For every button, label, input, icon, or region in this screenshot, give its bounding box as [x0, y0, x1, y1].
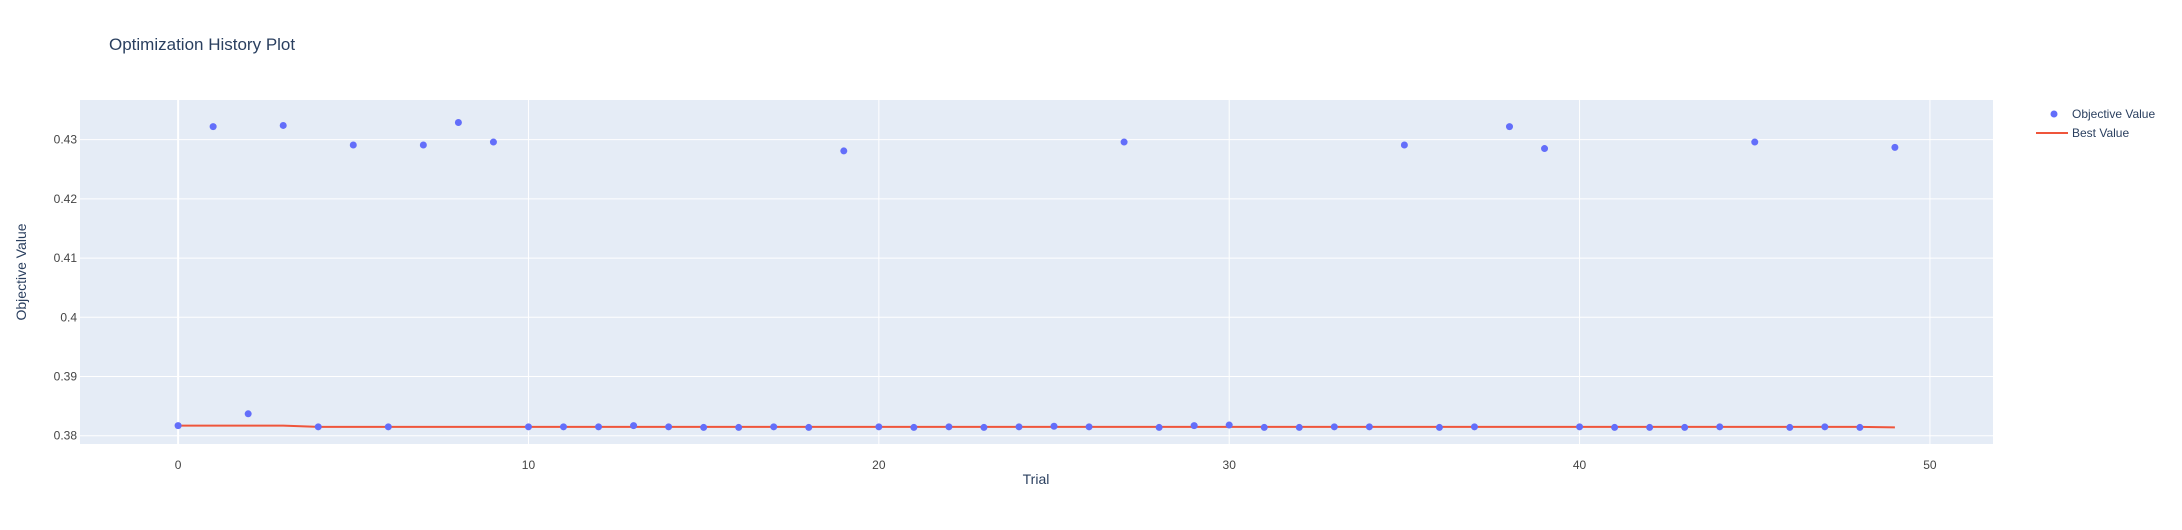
objective-value-point[interactable] [980, 423, 988, 431]
objective-value-point[interactable] [244, 410, 252, 418]
chart-title: Optimization History Plot [109, 35, 295, 54]
best-value-line[interactable] [178, 424, 1895, 429]
x-tick-labels: 0 10 20 30 40 50 [175, 458, 1937, 472]
x-tick-label: 30 [1223, 458, 1237, 472]
y-tick-label: 0.42 [54, 192, 78, 206]
y-tick-label: 0.39 [54, 370, 78, 384]
legend-item-objective-value[interactable]: Objective Value [2050, 107, 2156, 121]
objective-value-point[interactable] [560, 423, 568, 431]
plot-area[interactable] [80, 100, 1993, 444]
y-axis-title: Objective Value [13, 223, 29, 320]
objective-value-point[interactable] [630, 422, 638, 430]
legend-item-best-value[interactable]: Best Value [2036, 126, 2129, 140]
objective-value-point[interactable] [524, 423, 532, 431]
objective-value-point[interactable] [665, 423, 673, 431]
objective-value-point[interactable] [174, 422, 182, 430]
objective-value-point[interactable] [1295, 423, 1303, 431]
objective-value-point[interactable] [1576, 423, 1584, 431]
objective-value-point[interactable] [770, 423, 778, 431]
objective-value-point[interactable] [1611, 423, 1619, 431]
objective-value-point[interactable] [910, 423, 918, 431]
best-value-line-layer [178, 424, 1895, 429]
objective-value-point[interactable] [279, 121, 287, 129]
objective-value-point[interactable] [349, 141, 357, 149]
objective-value-point[interactable] [1470, 423, 1478, 431]
x-tick-label: 40 [1573, 458, 1587, 472]
objective-value-point[interactable] [1120, 138, 1128, 146]
legend-marker-objective-value [2050, 110, 2058, 118]
x-axis-title: Trial [1023, 471, 1050, 487]
objective-value-point[interactable] [1400, 141, 1408, 149]
objective-value-point[interactable] [595, 423, 603, 431]
objective-value-point[interactable] [1435, 423, 1443, 431]
x-tick-label: 0 [175, 458, 182, 472]
objective-value-point[interactable] [1225, 421, 1233, 429]
x-tick-label: 20 [872, 458, 886, 472]
objective-value-point[interactable] [489, 138, 497, 146]
objective-value-point[interactable] [1856, 423, 1864, 431]
objective-value-point[interactable] [1681, 423, 1689, 431]
x-tick-label: 50 [1923, 458, 1937, 472]
objective-value-point[interactable] [209, 123, 217, 131]
y-tick-label: 0.4 [60, 310, 77, 324]
y-tick-label: 0.41 [54, 251, 78, 265]
objective-value-point[interactable] [1365, 423, 1373, 431]
objective-value-point[interactable] [454, 118, 462, 126]
y-tick-label: 0.43 [54, 133, 78, 147]
objective-value-point[interactable] [1716, 423, 1724, 431]
objective-value-point[interactable] [1155, 423, 1163, 431]
y-tick-label: 0.38 [54, 429, 78, 443]
objective-value-point[interactable] [384, 423, 392, 431]
x-tick-label: 10 [522, 458, 536, 472]
objective-value-point[interactable] [875, 423, 883, 431]
legend-label-best-value: Best Value [2072, 126, 2129, 140]
objective-value-point[interactable] [1085, 423, 1093, 431]
objective-value-point[interactable] [1891, 143, 1899, 151]
objective-value-point[interactable] [945, 423, 953, 431]
legend[interactable]: Objective Value Best Value [2036, 107, 2155, 140]
objective-value-point[interactable] [1821, 423, 1829, 431]
objective-value-point[interactable] [840, 147, 848, 155]
objective-value-point[interactable] [805, 423, 813, 431]
objective-value-point[interactable] [1050, 422, 1058, 430]
objective-value-point[interactable] [735, 423, 743, 431]
objective-value-point[interactable] [1330, 423, 1338, 431]
y-tick-labels: 0.38 0.39 0.4 0.41 0.42 0.43 [54, 133, 78, 443]
objective-value-point[interactable] [1646, 423, 1654, 431]
objective-value-point[interactable] [1541, 145, 1549, 153]
objective-value-point[interactable] [1190, 422, 1198, 430]
objective-value-point[interactable] [1505, 123, 1513, 131]
objective-value-point[interactable] [419, 141, 427, 149]
objective-value-point[interactable] [700, 423, 708, 431]
objective-value-point[interactable] [1786, 423, 1794, 431]
objective-value-markers [174, 118, 1899, 431]
objective-value-point[interactable] [1015, 423, 1023, 431]
grid-layer [80, 100, 1993, 444]
objective-value-point[interactable] [1751, 138, 1759, 146]
objective-value-point[interactable] [1260, 423, 1268, 431]
objective-value-point[interactable] [314, 423, 322, 431]
legend-label-objective-value: Objective Value [2072, 107, 2155, 121]
